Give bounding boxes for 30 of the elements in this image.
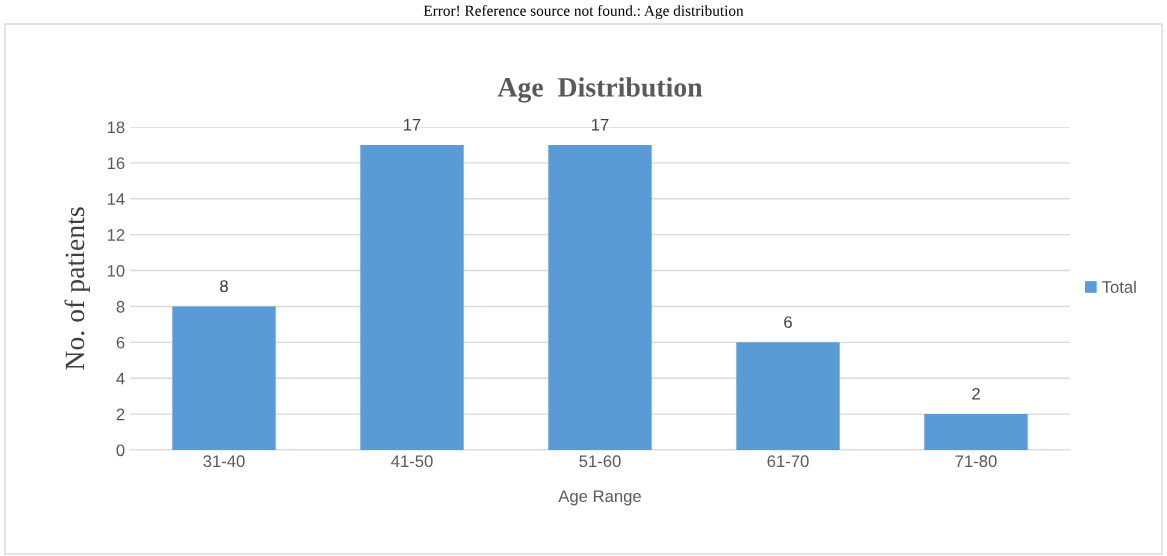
x-tick-label: 51-60 (579, 455, 621, 468)
y-tick-label: 14 (107, 193, 125, 205)
bar (172, 306, 276, 450)
text: Error! Reference source not found.: Age distribution (423, 4, 744, 20)
data-label: 17 (404, 118, 421, 131)
chart-title: Age Distribution (497, 77, 703, 103)
data-label: 17 (592, 118, 609, 131)
x-tick-label: 61-70 (767, 455, 809, 468)
bar (548, 144, 652, 450)
bar (360, 144, 464, 450)
bar (924, 414, 1028, 450)
y-tick-label: 4 (116, 372, 125, 385)
data-label: 6 (784, 316, 792, 328)
y-tick-label: 2 (116, 408, 125, 421)
y-tick-label: 12 (107, 229, 125, 241)
x-tick-label: 31-40 (203, 455, 245, 468)
y-tick-label: 8 (116, 300, 125, 313)
x-tick-label: 41-50 (391, 455, 433, 468)
x-tick-label: 71-80 (955, 455, 997, 468)
legend-label: Total (1102, 280, 1136, 293)
y-tick-label: 6 (116, 336, 125, 349)
y-axis-title: No. of patients (64, 207, 90, 370)
y-tick-label: 18 (107, 121, 125, 134)
x-axis-title: Age Range (558, 490, 641, 506)
bar (736, 342, 840, 450)
y-tick-label: 10 (107, 264, 125, 277)
y-tick-label: 0 (116, 444, 125, 457)
data-label: 8 (220, 280, 228, 293)
data-label: 2 (972, 387, 980, 400)
y-tick-label: 16 (107, 157, 125, 170)
